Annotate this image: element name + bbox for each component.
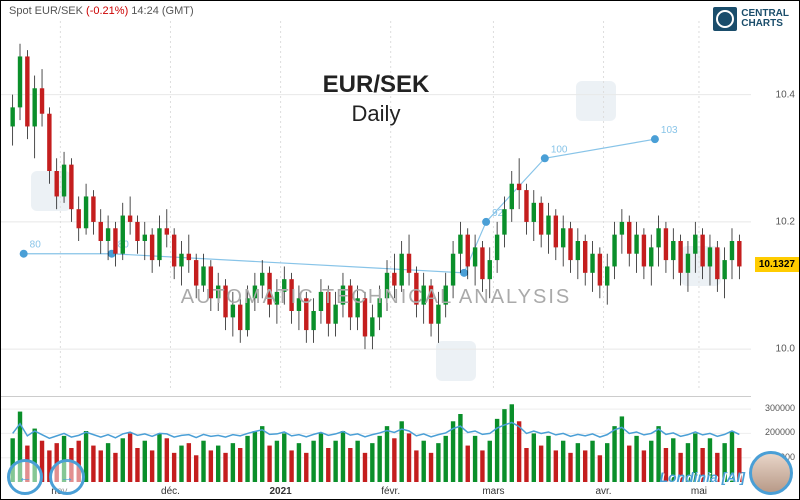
chart-container: Spot EUR/SEK (-0.21%) 14:24 (GMT) CENTRA… [0,0,800,500]
chart-subtitle: Daily [1,101,751,127]
header-info: Spot EUR/SEK (-0.21%) 14:24 (GMT) [9,5,194,17]
nav-prev-button[interactable]: ← [7,459,43,495]
time-axis: nov.déc.2021févr.marsavr.mai [1,481,751,499]
londinia-label: Londinia [AI] [659,469,745,485]
svg-text:92: 92 [492,208,504,219]
logo-icon [713,7,737,31]
pct-change: (-0.21%) [86,5,128,17]
pair-label: Spot EUR/SEK [9,5,83,17]
chart-title: EUR/SEK [1,71,751,99]
price-axis: 10.010.210.410.1327 [749,21,799,391]
logo[interactable]: CENTRAL CHARTS [713,7,789,31]
logo-text: CENTRAL CHARTS [741,9,789,29]
svg-text:100: 100 [551,144,568,155]
volume-chart[interactable] [1,396,751,481]
svg-text:80: 80 [30,240,42,251]
watermark-text: AUTOMATIC TECHNICAL ANALYSIS [1,286,751,309]
timestamp: 14:24 (GMT) [131,5,193,17]
avatar-icon[interactable] [749,451,793,495]
nav-next-button[interactable]: → [49,459,85,495]
